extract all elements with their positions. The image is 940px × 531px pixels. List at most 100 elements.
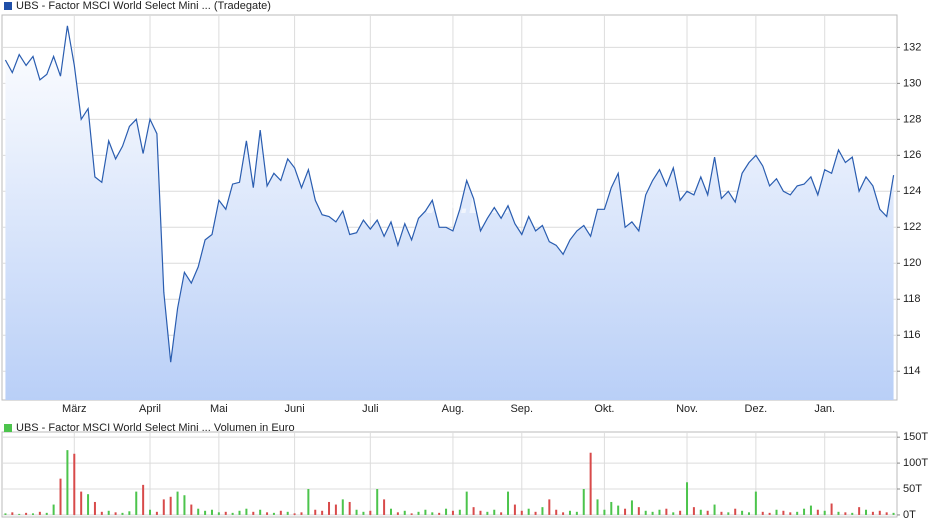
volume-bar <box>341 499 344 515</box>
y-tick-label: 114 <box>903 365 921 377</box>
volume-bar <box>45 512 48 515</box>
volume-bar <box>348 501 351 515</box>
volume-bar <box>486 511 489 515</box>
volume-bar <box>651 511 654 515</box>
volume-bar <box>458 509 461 515</box>
volume-bar <box>844 512 847 515</box>
volume-bar <box>59 478 62 515</box>
volume-bar <box>665 508 668 515</box>
volume-bar <box>142 484 145 515</box>
volume-bar <box>80 491 83 515</box>
volume-bar <box>451 510 454 515</box>
volume-bar <box>658 509 661 515</box>
volume-bar <box>513 504 516 515</box>
volume-bar <box>534 511 537 515</box>
volume-bar <box>376 489 379 515</box>
volume-bar <box>686 482 689 515</box>
y-tick-label: 124 <box>903 185 921 197</box>
volume-bar <box>727 512 730 515</box>
x-tick-label: Juli <box>362 403 379 415</box>
volume-bar <box>190 504 193 515</box>
volume-bar <box>162 499 165 515</box>
y-tick-label: 128 <box>903 113 921 125</box>
y-tick-label: 50T <box>903 483 922 495</box>
volume-bar <box>589 452 592 515</box>
volume-bar <box>527 508 530 515</box>
price-line <box>4 25 895 363</box>
volume-bar <box>878 510 881 515</box>
volume-bar <box>238 510 241 515</box>
volume-bar <box>720 511 723 515</box>
volume-bar <box>93 501 96 515</box>
y-tick-label: 130 <box>903 77 921 89</box>
legend-swatch <box>4 2 12 10</box>
volume-plot <box>1 431 898 518</box>
volume-bar <box>871 511 874 515</box>
volume-bar <box>679 510 682 515</box>
volume-bar <box>107 510 110 515</box>
volume-bar <box>768 512 771 515</box>
volume-bar <box>121 512 124 515</box>
volume-bar <box>617 505 620 515</box>
volume-bar <box>410 513 413 515</box>
volume-bar <box>630 500 633 515</box>
volume-bar <box>52 504 55 515</box>
volume-bar <box>307 489 310 515</box>
x-tick-label: Nov. <box>676 403 698 415</box>
y-tick-label: 118 <box>903 293 921 305</box>
volume-bar <box>548 499 551 515</box>
volume-bar <box>272 512 275 515</box>
volume-bar <box>761 511 764 515</box>
x-tick-label: Mai <box>210 403 228 415</box>
volume-bar <box>809 505 812 515</box>
volume-bar <box>4 513 7 515</box>
volume-bar <box>66 450 69 515</box>
volume-bar <box>603 509 606 515</box>
volume-bar <box>114 512 117 515</box>
x-tick-label: März <box>62 403 86 415</box>
volume-bar <box>314 509 317 515</box>
volume-bar <box>204 510 207 515</box>
volume-bar <box>706 510 709 515</box>
volume-bar <box>259 509 262 515</box>
volume-bar <box>644 510 647 515</box>
volume-bar <box>747 512 750 515</box>
x-tick-label: April <box>139 403 161 415</box>
volume-bar <box>321 510 324 515</box>
volume-bar <box>445 508 448 515</box>
volume-bar <box>266 512 269 515</box>
volume-bar <box>183 495 186 515</box>
legend-swatch <box>4 424 12 432</box>
volume-bar <box>149 509 152 515</box>
y-tick-label: 132 <box>903 41 921 53</box>
volume-bar <box>389 508 392 515</box>
volume-bar <box>87 494 90 515</box>
volume-bar <box>100 511 103 515</box>
volume-bar <box>403 510 406 515</box>
volume-bar <box>210 509 213 515</box>
volume-bar <box>507 491 510 515</box>
volume-bar <box>11 512 14 515</box>
volume-bar <box>438 512 441 515</box>
volume-bar <box>286 511 289 515</box>
y-tick-label: 126 <box>903 149 921 161</box>
volume-bar <box>362 511 365 515</box>
volume-bar <box>38 511 41 515</box>
volume-bar <box>672 512 675 515</box>
volume-bar <box>541 507 544 515</box>
volume-bar <box>479 510 482 515</box>
volume-bar <box>734 508 737 515</box>
volume-bar <box>465 491 468 515</box>
volume-bar <box>328 501 331 515</box>
volume-bar <box>176 491 179 515</box>
volume-bar <box>293 513 296 515</box>
volume-bar <box>217 512 220 515</box>
volume-bar <box>837 511 840 515</box>
volume-bar <box>885 512 888 515</box>
volume-bar <box>431 512 434 515</box>
volume-bar <box>851 512 854 515</box>
volume-bar <box>128 511 131 515</box>
y-tick-label: 100T <box>903 457 928 469</box>
volume-bar <box>369 510 372 515</box>
volume-bar <box>472 507 475 515</box>
